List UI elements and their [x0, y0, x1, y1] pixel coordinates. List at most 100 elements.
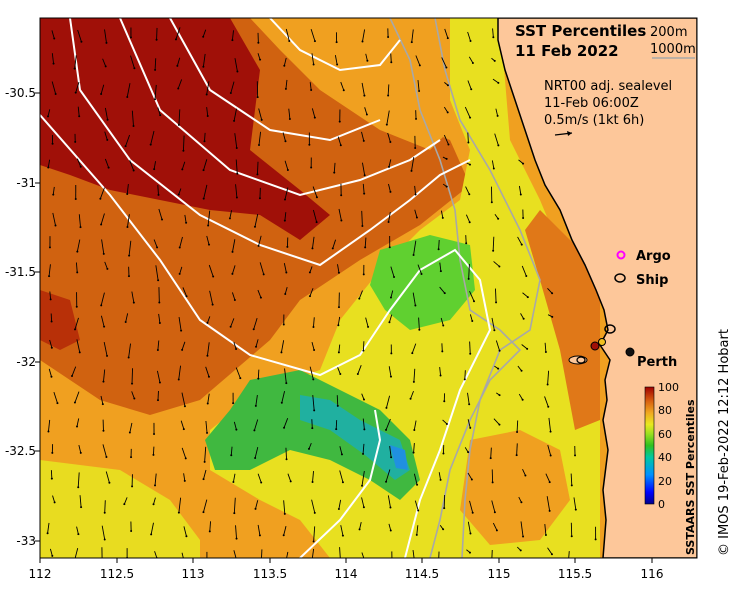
current-vector-head	[463, 378, 466, 381]
current-vector-arrow	[154, 551, 158, 558]
current-vector-head	[337, 351, 340, 354]
current-vector-arrow	[311, 108, 316, 118]
current-vector-arrow	[157, 107, 161, 116]
current-vector-head	[389, 506, 392, 509]
current-vector-head	[524, 474, 527, 477]
current-vector-head	[284, 140, 287, 143]
current-vector-arrow	[207, 316, 211, 324]
current-vector-head	[310, 166, 313, 169]
current-vector-head	[51, 451, 54, 454]
current-vector-arrow	[544, 342, 547, 353]
current-vector-head	[124, 145, 127, 148]
x-tick-label: 112.5	[100, 567, 134, 581]
current-vector-head	[389, 375, 392, 378]
current-vector-head	[549, 454, 552, 457]
y-tick-label: -30.5	[5, 86, 36, 100]
current-vector-head	[387, 36, 390, 39]
current-vector-head	[183, 405, 186, 408]
current-vector-head	[202, 511, 205, 514]
island-rottnest	[568, 355, 588, 365]
current-vector-arrow	[361, 497, 365, 508]
y-tick-label: -32.5	[5, 444, 36, 458]
sealevel-contour-1	[40, 114, 492, 558]
current-vector-arrow	[309, 288, 314, 297]
current-vector-arrow	[412, 549, 415, 558]
current-vector-head	[574, 508, 577, 511]
current-vector-arrow	[464, 370, 466, 380]
current-vector-head	[73, 401, 76, 404]
current-vector-head	[283, 219, 286, 222]
current-vector-head	[260, 118, 263, 121]
current-vector-head	[548, 509, 551, 512]
current-vector-head	[315, 221, 318, 224]
current-vector-head	[124, 321, 127, 324]
current-vector-head	[76, 271, 79, 274]
current-vector-head	[389, 529, 392, 532]
current-vector-arrow	[104, 131, 108, 140]
current-vector-head	[56, 402, 59, 405]
current-vector-head	[133, 397, 136, 400]
current-vector-head	[415, 117, 418, 120]
current-vector-head	[182, 149, 185, 152]
current-vector-head	[418, 328, 421, 331]
current-vector-arrow	[495, 288, 497, 303]
current-vector-arrow	[285, 28, 290, 42]
current-vector-arrow	[387, 495, 391, 508]
current-vector-arrow	[233, 421, 237, 430]
current-vector-arrow	[255, 500, 259, 510]
current-vector-head	[207, 224, 210, 227]
current-vector-arrow	[416, 525, 419, 535]
current-vector-head	[361, 484, 364, 487]
current-vector-head	[315, 196, 318, 199]
current-vector-head	[207, 375, 210, 378]
current-vector-arrow	[178, 317, 182, 331]
current-vector-head	[313, 116, 316, 119]
current-vector-arrow	[282, 132, 286, 142]
current-vector-arrow	[339, 547, 341, 558]
current-vector-head	[363, 94, 366, 97]
current-vector-head	[126, 226, 129, 229]
current-vector-arrow	[544, 524, 547, 536]
current-vector-arrow	[47, 109, 51, 117]
current-vector-head	[258, 534, 261, 537]
current-vector-head	[104, 65, 107, 68]
sealevel-contour-3	[119, 18, 441, 197]
current-vector-head	[178, 246, 181, 249]
y-tick-label: -32	[16, 355, 36, 369]
current-vector-head	[231, 39, 234, 42]
current-vector-arrow	[207, 393, 210, 404]
current-vector-head	[313, 348, 316, 351]
current-vector-arrow	[49, 548, 53, 557]
y-tick-label: -31	[16, 176, 36, 190]
current-vector-arrow	[522, 468, 526, 476]
current-vector-arrow	[206, 81, 210, 95]
x-tick-label: 112	[29, 567, 52, 581]
current-vector-head	[75, 305, 78, 308]
x-axis: 112 112.5 113 113.5 114 114.5 115 115.5 …	[29, 567, 664, 581]
current-vector-head	[185, 221, 188, 224]
current-vector-arrow	[491, 317, 495, 331]
current-vector-head	[74, 328, 77, 331]
current-vector-head	[105, 41, 108, 44]
current-vector-arrow	[181, 392, 186, 407]
current-vector-arrow	[203, 499, 208, 513]
current-vector-head	[183, 479, 186, 482]
current-vector-head	[498, 394, 501, 397]
current-vector-head	[184, 457, 187, 460]
sst-region-green-1	[370, 235, 475, 330]
current-vector-head	[286, 168, 289, 171]
current-vector-head	[108, 481, 111, 484]
current-vector-head	[260, 481, 263, 484]
current-vector-arrow	[202, 29, 207, 37]
current-vector-head	[522, 217, 525, 220]
current-vector-arrow	[467, 31, 471, 42]
current-vector-arrow	[182, 135, 185, 151]
current-vector-head	[284, 198, 287, 201]
current-vector-arrow	[286, 551, 289, 558]
current-vector-head	[341, 534, 344, 537]
current-vector-head	[285, 458, 288, 461]
current-vector-arrow	[76, 418, 80, 427]
sst-region-yellow-west	[40, 460, 200, 558]
current-vector-head	[388, 246, 391, 249]
